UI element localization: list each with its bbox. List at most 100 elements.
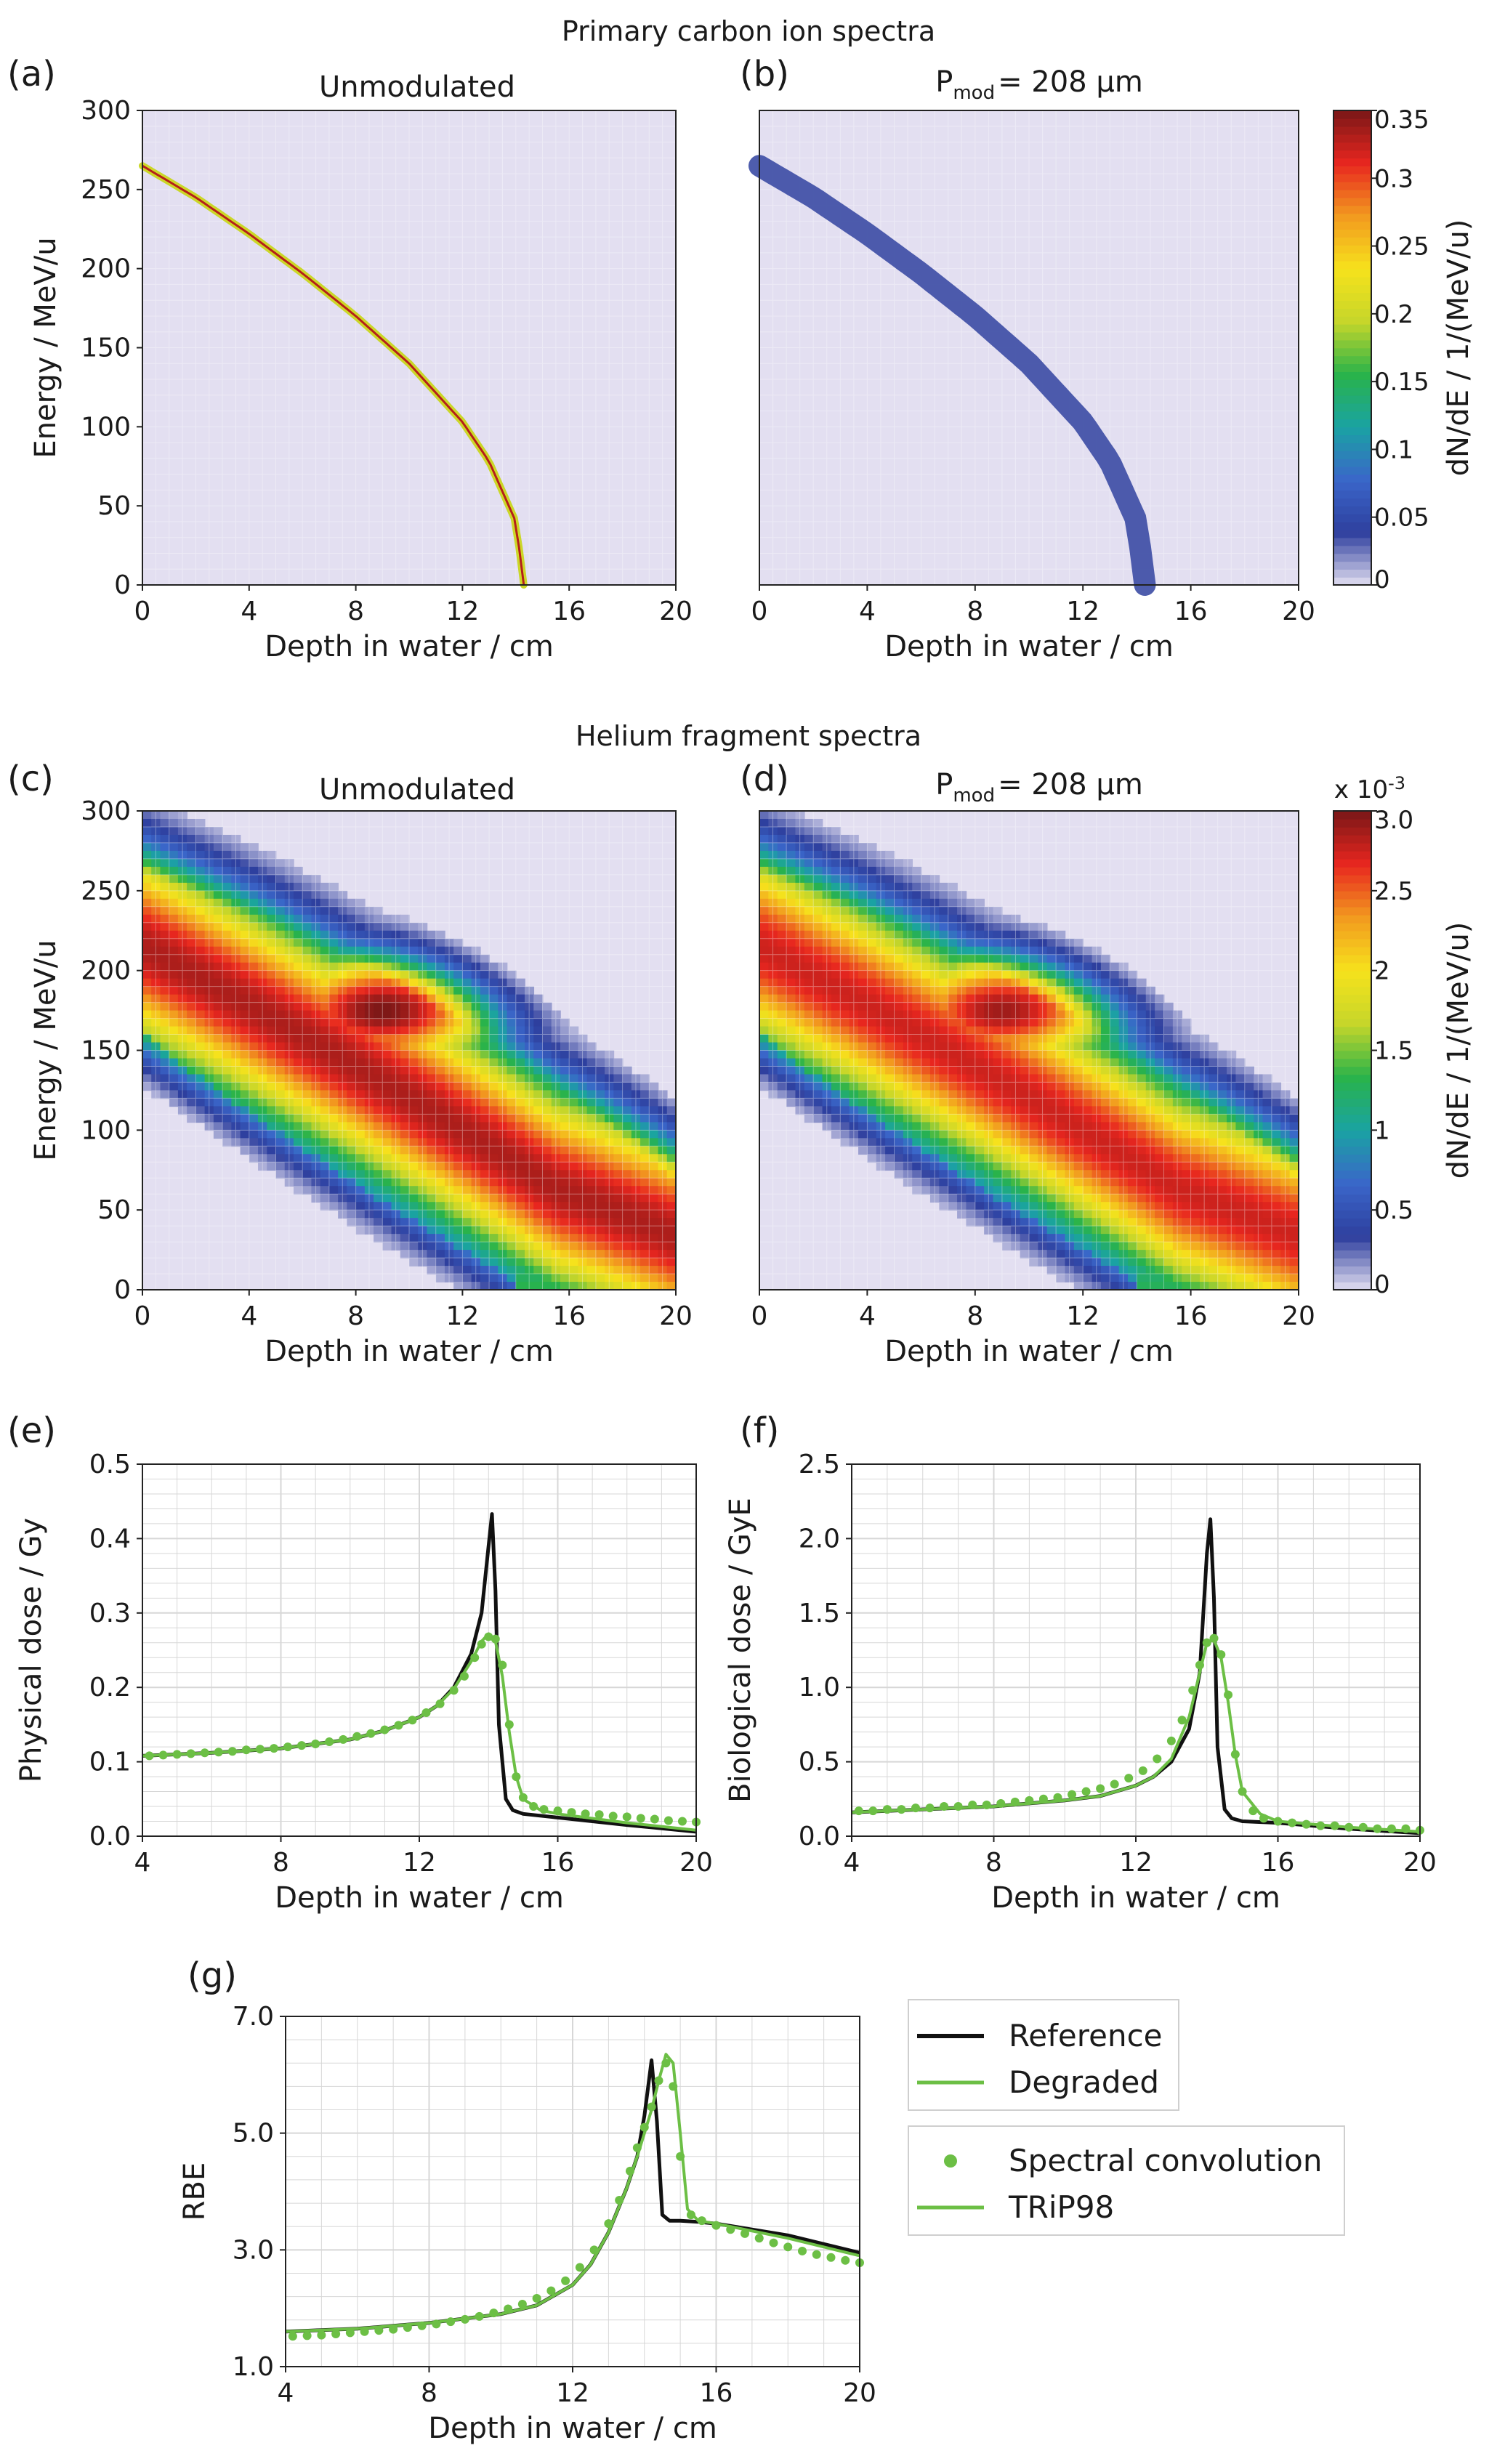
heatmap-cell [831,874,842,884]
heatmap-cell [1083,986,1093,995]
heatmap-cell [876,906,886,916]
heatmap-cell [311,1130,321,1139]
heatmap-cell [328,890,339,900]
heatmap-cell [1110,1242,1120,1251]
heatmap-cell [1182,1074,1192,1083]
heatmap-cell [480,1242,490,1251]
heatmap-cell [1020,922,1030,932]
heatmap-cell [1217,1234,1227,1243]
heatmap-cell [222,1130,233,1139]
heatmap-cell [957,946,967,956]
heatmap-cell [795,946,805,956]
heatmap-cell [948,898,958,908]
heatmap-cell [382,1194,392,1203]
data-point-convolution [529,1802,538,1811]
heatmap-cell [1092,1218,1102,1227]
heatmap-cell [640,1282,650,1290]
heatmap-cell [213,1026,223,1035]
heatmap-cell [231,946,241,956]
x-tick-label: 4 [241,597,257,626]
heatmap-cell [768,842,778,852]
heatmap-cell [876,1002,886,1011]
heatmap-cell [1118,1178,1129,1187]
heatmap-cell [912,1026,922,1035]
data-point-convolution [172,1750,182,1759]
heatmap-cell [1190,1106,1201,1115]
heatmap-cell [858,898,868,908]
heatmap-cell [586,1122,597,1131]
panel-label-f: (f) [740,1410,779,1451]
heatmap-cell [382,1210,392,1219]
heatmap-cell [480,1282,490,1290]
heatmap-cell [1073,1282,1084,1290]
heatmap-cell [666,1122,676,1131]
heatmap-cell [1172,1058,1183,1067]
heatmap-cell [1056,1090,1066,1099]
heatmap-cell [640,1074,650,1083]
heatmap-cell [912,898,922,908]
heatmap-cell [640,1194,650,1203]
heatmap-cell [804,1098,814,1107]
heatmap-cell [804,922,814,932]
heatmap-cell [293,1186,303,1195]
heatmap-cell [525,1226,535,1235]
heatmap-cell [622,1098,632,1107]
heatmap-cell [187,1050,197,1059]
heatmap-cell [858,962,868,972]
heatmap-cell [453,1226,464,1235]
heatmap-cell [631,1162,641,1171]
heatmap-cell [1235,1146,1246,1155]
heatmap-cell [427,938,437,948]
heatmap-cell [649,1250,659,1259]
heatmap-cell [640,1146,650,1155]
heatmap-cell [400,962,410,972]
heatmap-cell [948,1146,958,1155]
heatmap-cell [222,1042,233,1051]
data-point-convolution [518,1793,528,1802]
heatmap-cell [400,1050,410,1059]
heatmap-cell [1163,1202,1174,1211]
heatmap-cell [409,1106,419,1115]
heatmap-cell [605,1106,615,1115]
heatmap-cell [903,1146,913,1155]
heatmap-cell [1145,1050,1155,1059]
heatmap-cell [1155,1090,1165,1099]
heatmap-cell [1046,1234,1057,1243]
heatmap-cell [435,1218,445,1227]
heatmap-cell [364,938,374,948]
heatmap-cell [364,954,374,964]
heatmap-cell [427,1146,437,1155]
heatmap-cell [177,882,187,892]
heatmap-cell [542,1226,552,1235]
heatmap-cell [222,858,233,868]
heatmap-cell [912,946,922,956]
heatmap-cell [831,922,842,932]
heatmap-cell [498,1106,508,1115]
heatmap-cell [867,1130,877,1139]
heatmap-cell [578,1234,588,1243]
heatmap-cell [569,1234,579,1243]
heatmap-cell [1182,1130,1192,1139]
heatmap-cell [249,858,259,868]
heatmap-cell [939,978,949,987]
heatmap-cell [498,986,508,995]
heatmap-cell [374,978,384,987]
heatmap-cell [578,1218,588,1227]
heatmap-cell [453,1250,464,1259]
heatmap-cell [320,962,330,972]
heatmap-cell [1172,1170,1183,1179]
heatmap-cell [1118,1138,1129,1147]
heatmap-cell [1128,1138,1138,1147]
heatmap-cell [258,986,268,995]
heatmap-cell [768,1058,778,1067]
heatmap-cell [666,1154,676,1163]
heatmap-cell [551,1130,561,1139]
heatmap-cell [885,1114,895,1123]
heatmap-cell [1262,1202,1272,1211]
heatmap-cell [213,994,223,1003]
heatmap-cell [258,1074,268,1083]
heatmap-cell [658,1130,668,1139]
heatmap-cell [1110,1226,1120,1235]
